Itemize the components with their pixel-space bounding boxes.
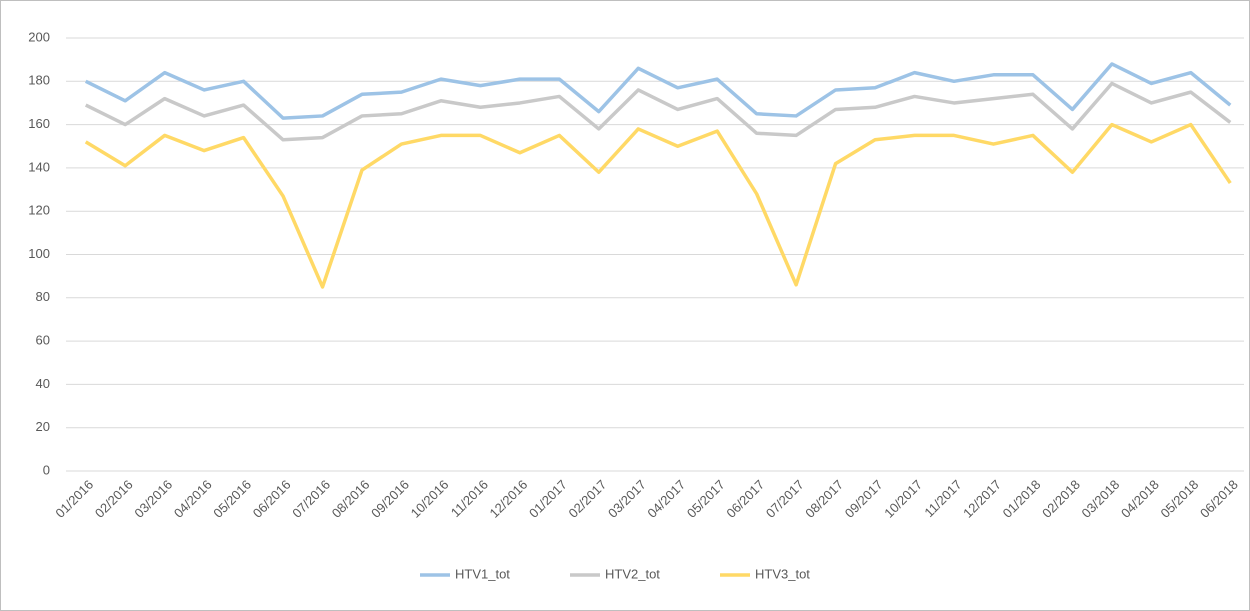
y-tick-label: 60: [36, 333, 50, 348]
legend-label: HTV1_tot: [455, 566, 510, 581]
legend-label: HTV2_tot: [605, 566, 660, 581]
y-tick-label: 40: [36, 376, 50, 391]
y-tick-label: 20: [36, 419, 50, 434]
y-tick-label: 140: [28, 159, 50, 174]
y-tick-label: 100: [28, 246, 50, 261]
y-tick-label: 160: [28, 116, 50, 131]
series-line: [84, 81, 1232, 142]
y-tick-label: 0: [43, 462, 50, 477]
y-tick-label: 180: [28, 73, 50, 88]
series-line: [84, 62, 1232, 120]
y-tick-label: 120: [28, 203, 50, 218]
series-line: [84, 122, 1232, 289]
legend-label: HTV3_tot: [755, 566, 810, 581]
y-tick-label: 200: [28, 29, 50, 44]
y-tick-label: 80: [36, 289, 50, 304]
